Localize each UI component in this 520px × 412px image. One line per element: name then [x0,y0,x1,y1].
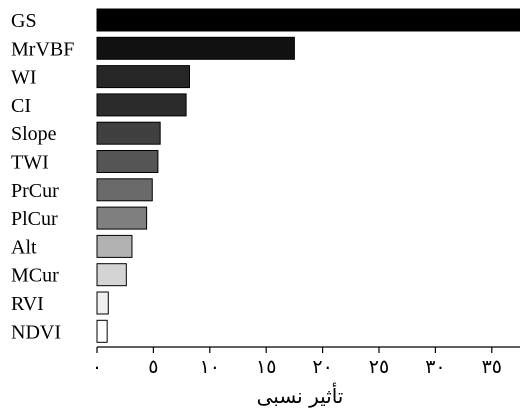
x-tick-label: ٣٥ [482,356,502,378]
bar-ci [96,93,187,117]
bar-slope [96,121,161,145]
x-tick-label: ١٠ [200,356,220,378]
bar-mrvbf [96,36,295,60]
category-label: Alt [11,236,37,258]
bar-plcur [96,206,148,230]
bar-gs [96,8,520,32]
x-axis: ٠ ٥ ١٠ ١٥ ٢٠ ٢٥ ٣٠ ٣٥ [92,346,520,378]
category-labels: GS MrVBF WI CI Slope TWI PrCur PlCur Alt MCur RVI N… [11,10,74,343]
category-label: PlCur [11,208,58,230]
category-label: WI [11,67,37,89]
bar-prcur [96,178,153,202]
category-label: TWI [11,152,49,174]
bar-alt [96,234,133,258]
category-label: PrCur [11,180,59,202]
category-label: MCur [11,265,59,287]
x-tick-label: ٢٥ [369,356,389,378]
x-axis-label: تأثیر نسبی [257,382,344,408]
category-label: MrVBF [11,38,74,60]
bar-wi [96,65,190,89]
x-tick-label: ١٥ [256,356,276,378]
category-label: RVI [11,293,44,315]
bar-rvi [96,291,109,315]
bar-mcur [96,263,127,287]
x-tick-label: ٣٠ [425,356,445,378]
category-label: CI [11,95,31,117]
category-label: GS [11,10,37,32]
category-label: NDVI [11,321,61,343]
category-label: Slope [11,123,57,145]
bar-ndvi [96,319,108,343]
bar-twi [96,150,159,173]
bars [96,8,520,343]
x-tick-label: ٠ [92,356,102,378]
x-tick-label: ٥ [148,356,158,378]
x-tick-label: ٢٠ [312,356,332,378]
